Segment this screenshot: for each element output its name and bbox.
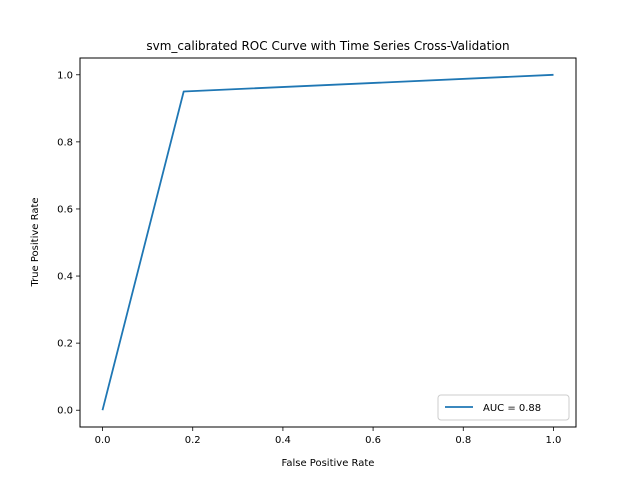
series-lines (101, 73, 554, 411)
y-tick-label: 0.4 (57, 272, 73, 283)
chart-title: svm_calibrated ROC Curve with Time Serie… (146, 39, 509, 53)
plot-area (80, 58, 576, 427)
y-tick-label: 0.8 (57, 137, 73, 148)
y-axis-label: True Positive Rate (30, 197, 41, 287)
y-tick-label: 0.6 (57, 204, 73, 215)
legend-entry-label: AUC = 0.88 (483, 403, 541, 414)
x-tick-label: 0.0 (95, 435, 111, 446)
plot-frame (79, 57, 577, 428)
x-tick-label: 0.2 (185, 435, 201, 446)
x-axis-ticks: 0.0 0.2 0.4 0.6 0.8 1.0 (95, 427, 562, 446)
y-tick-label: 1.0 (57, 70, 73, 81)
roc-curve-line (101, 73, 554, 411)
x-tick-label: 0.4 (275, 435, 291, 446)
legend-box (437, 394, 570, 421)
x-tick-label: 0.8 (455, 435, 471, 446)
y-tick-label: 0.2 (57, 339, 73, 350)
y-axis-ticks: 0.0 0.2 0.4 0.6 0.8 1.0 (57, 70, 80, 417)
legend: AUC = 0.88 (437, 394, 570, 421)
y-tick-label: 0.0 (57, 406, 73, 417)
x-tick-label: 1.0 (546, 435, 562, 446)
x-tick-label: 0.6 (365, 435, 381, 446)
x-axis-label: False Positive Rate (282, 458, 375, 469)
